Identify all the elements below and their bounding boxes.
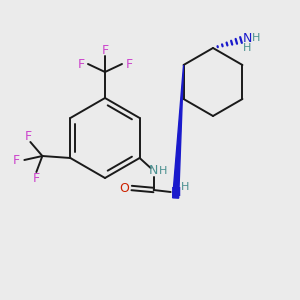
Text: H: H: [252, 33, 260, 43]
Polygon shape: [172, 65, 184, 198]
Text: F: F: [101, 44, 109, 58]
Text: N: N: [170, 185, 181, 199]
Text: N: N: [149, 164, 158, 178]
Text: O: O: [120, 182, 130, 194]
Text: F: F: [25, 130, 32, 142]
Text: F: F: [13, 154, 20, 166]
Text: H: H: [158, 166, 167, 176]
Text: H: H: [243, 43, 251, 53]
Text: F: F: [77, 58, 85, 70]
Text: F: F: [125, 58, 133, 70]
Text: H: H: [181, 182, 189, 192]
Text: F: F: [33, 172, 40, 184]
Text: N: N: [242, 32, 252, 44]
